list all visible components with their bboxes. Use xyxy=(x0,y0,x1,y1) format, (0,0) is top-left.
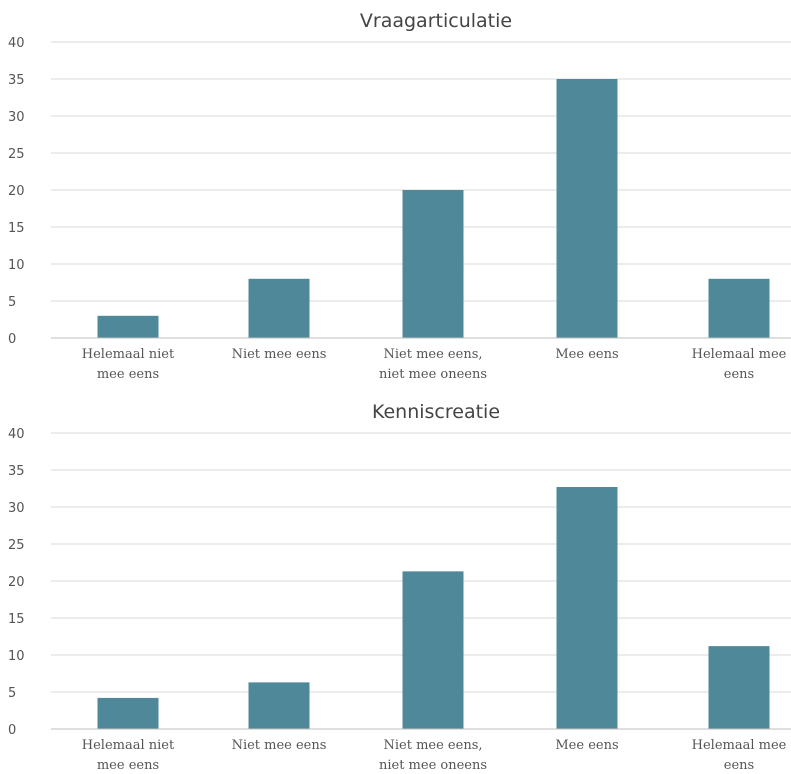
chart-vraagarticulatie: Vraagarticulatie 0 5 10 15 20 25 30 35 40 Helemaa… xyxy=(8,10,791,382)
chart-title: Vraagarticulatie xyxy=(360,10,512,32)
y-tick-label: 0 xyxy=(8,723,16,738)
x-tick-label-line: Helemaal mee xyxy=(692,738,787,753)
x-tick-label-line: Helemaal mee xyxy=(692,347,787,362)
x-tick-label: Mee eens xyxy=(555,347,618,362)
x-tick-label-line: Niet mee eens, xyxy=(384,738,483,753)
y-tick-label: 10 xyxy=(8,258,25,273)
bar xyxy=(708,646,770,729)
y-tick-label: 20 xyxy=(8,184,25,199)
x-tick-label-line: Niet mee eens, xyxy=(384,347,483,362)
x-tick-label: Helemaal mee eens xyxy=(692,738,787,773)
x-tick-label-line: Helemaal niet xyxy=(82,347,175,362)
bar xyxy=(556,487,618,729)
chart-title: Kenniscreatie xyxy=(372,401,500,423)
x-tick-label-line: niet mee oneens xyxy=(379,367,487,382)
y-tick-label: 35 xyxy=(8,464,25,479)
bar xyxy=(402,571,464,729)
y-tick-label: 5 xyxy=(8,686,16,701)
bar xyxy=(248,682,310,729)
x-tick-label-line: Helemaal niet xyxy=(82,738,175,753)
y-tick-label: 15 xyxy=(8,612,25,627)
x-tick-label-line: Niet mee eens xyxy=(232,347,327,362)
y-tick-label: 40 xyxy=(8,36,25,51)
x-tick-label: Niet mee eens, niet mee oneens xyxy=(379,347,487,382)
x-tick-label-line: Mee eens xyxy=(555,738,618,753)
x-tick-label: Mee eens xyxy=(555,738,618,753)
y-tick-label: 0 xyxy=(8,332,16,347)
chart-kenniscreatie: Kenniscreatie 0 5 10 15 20 25 30 35 40 Helemaal n… xyxy=(8,401,791,773)
x-tick-label-line: eens xyxy=(724,758,754,773)
x-tick-label: Helemaal niet mee eens xyxy=(82,738,175,773)
x-tick-label-line: Mee eens xyxy=(555,347,618,362)
y-tick-label: 40 xyxy=(8,427,25,442)
x-tick-label: Niet mee eens xyxy=(232,738,327,753)
x-tick-label: Helemaal mee eens xyxy=(692,347,787,382)
x-tick-label-line: mee eens xyxy=(97,367,159,382)
y-tick-label: 30 xyxy=(8,501,25,516)
y-tick-label: 35 xyxy=(8,73,25,88)
bar xyxy=(248,278,310,338)
y-tick-label: 5 xyxy=(8,295,16,310)
bar xyxy=(556,79,618,338)
x-tick-label: Niet mee eens, niet mee oneens xyxy=(379,738,487,773)
x-tick-label: Niet mee eens xyxy=(232,347,327,362)
bar xyxy=(97,315,159,338)
x-tick-label: Helemaal niet mee eens xyxy=(82,347,175,382)
y-tick-label: 15 xyxy=(8,221,25,236)
bar xyxy=(402,190,464,338)
x-tick-label-line: mee eens xyxy=(97,758,159,773)
x-tick-label-line: Niet mee eens xyxy=(232,738,327,753)
bar xyxy=(97,697,159,729)
y-tick-label: 30 xyxy=(8,110,25,125)
y-tick-label: 20 xyxy=(8,575,25,590)
x-tick-label-line: niet mee oneens xyxy=(379,758,487,773)
y-tick-label: 25 xyxy=(8,538,25,553)
y-tick-label: 10 xyxy=(8,649,25,664)
x-tick-label-line: eens xyxy=(724,367,754,382)
bar xyxy=(708,278,770,338)
y-tick-label: 25 xyxy=(8,147,25,162)
